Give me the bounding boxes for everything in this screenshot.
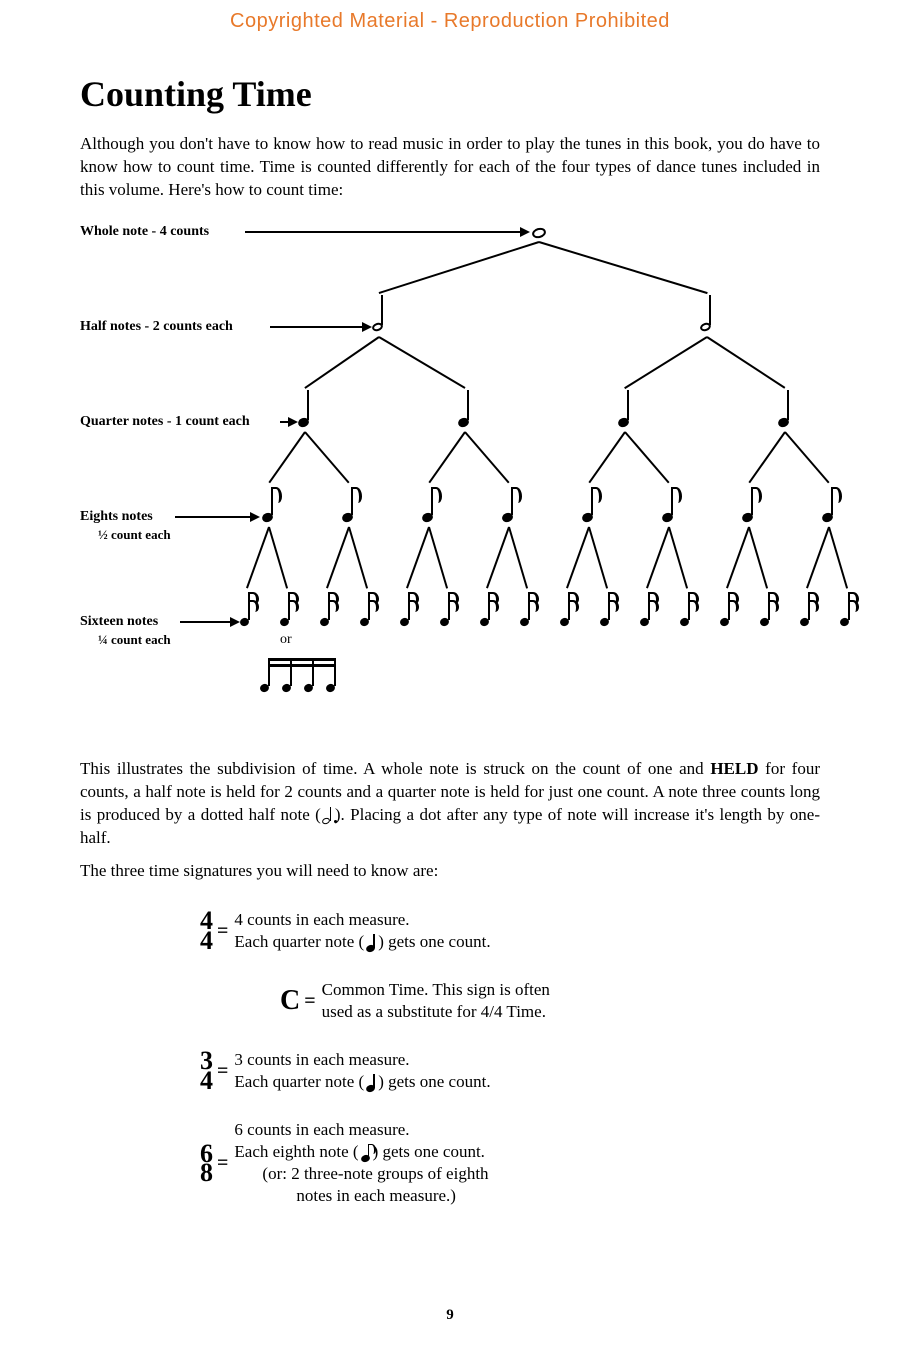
tree-branch [706, 336, 785, 389]
tree-branch [784, 431, 830, 483]
tree-branch [428, 431, 466, 483]
tree-branch [624, 336, 707, 389]
tree-branch [748, 431, 786, 483]
eighth-note-icon [359, 1144, 373, 1162]
tree-branch [464, 431, 510, 483]
arrow-line [270, 326, 362, 328]
equals-sign: = [217, 1150, 228, 1176]
arrow-head-icon [520, 227, 530, 237]
tree-branch [726, 526, 750, 588]
time-signature-entry: 68=6 counts in each measure.Each eighth … [200, 1119, 820, 1207]
tree-branch [624, 431, 670, 483]
page-number: 9 [0, 1307, 900, 1324]
time-signature-symbol: 34 [200, 1051, 213, 1090]
tree-branch [508, 527, 528, 589]
tree-branch [668, 527, 688, 589]
tree-branch [539, 241, 708, 294]
tree-row-label: Sixteen notes [80, 614, 158, 630]
time-signature-entry: 44=4 counts in each measure.Each quarter… [200, 909, 820, 953]
intro-paragraph: Although you don't have to know how to r… [80, 133, 820, 202]
tree-branch [588, 527, 608, 589]
time-signature-symbol: 44 [200, 911, 213, 950]
tree-branch [379, 241, 540, 294]
tree-branch [748, 527, 768, 589]
tree-branch [566, 526, 590, 588]
time-signatures-list: 44=4 counts in each measure.Each quarter… [80, 909, 820, 1208]
quarter-note-icon [364, 934, 378, 952]
copyright-banner: Copyrighted Material - Reproduction Proh… [0, 0, 900, 33]
sig-description: 3 counts in each measure.Each quarter no… [234, 1049, 490, 1093]
arrow-head-icon [362, 322, 372, 332]
page-content: Counting Time Although you don't have to… [0, 33, 900, 1253]
arrow-head-icon [250, 512, 260, 522]
tree-branch [646, 526, 670, 588]
tree-branch [486, 526, 510, 588]
arrow-line [180, 621, 230, 623]
tree-branch [304, 336, 379, 389]
time-signature-entry: C= Common Time. This sign is oftenused as… [280, 979, 820, 1023]
time-signature-entry: 34=3 counts in each measure.Each quarter… [200, 1049, 820, 1093]
timesig-intro: The three time signatures you will need … [80, 860, 820, 883]
arrow-head-icon [230, 617, 240, 627]
tree-branch [326, 526, 350, 588]
note-tree-diagram: Whole note - 4 countsHalf notes - 2 coun… [80, 228, 820, 738]
tree-branch [588, 431, 626, 483]
tree-row-label: Half notes - 2 counts each [80, 319, 233, 335]
quarter-note-icon [364, 1074, 378, 1092]
tree-row-sublabel: ½ count each [98, 527, 171, 543]
tree-row-label: Eights notes [80, 509, 153, 525]
sig-description: 6 counts in each measure.Each eighth not… [234, 1119, 488, 1207]
tree-row-label: Quarter notes - 1 count each [80, 414, 250, 430]
tree-branch [268, 431, 306, 483]
tree-branch [406, 526, 430, 588]
arrow-line [245, 231, 520, 233]
arrow-line [280, 421, 288, 423]
tree-branch [348, 527, 368, 589]
tree-branch [304, 431, 350, 483]
tree-row-label: Whole note - 4 counts [80, 224, 209, 240]
sig-description: 4 counts in each measure.Each quarter no… [234, 909, 490, 953]
common-time-symbol: C [280, 983, 300, 1019]
tree-branch [828, 527, 848, 589]
tree-branch [246, 526, 270, 588]
equals-sign: = [217, 1058, 228, 1084]
dotted-half-note-icon [321, 807, 335, 825]
subdivision-paragraph: This illustrates the subdivision of time… [80, 758, 820, 850]
page-title: Counting Time [80, 73, 820, 115]
tree-row-sublabel: ¼ count each [98, 632, 171, 648]
or-label: or [280, 632, 292, 648]
equals-sign: = [304, 988, 315, 1014]
tree-branch [806, 526, 830, 588]
tree-branch [378, 336, 465, 389]
time-signature-symbol: 68 [200, 1144, 213, 1183]
arrow-head-icon [288, 417, 298, 427]
tree-branch [428, 527, 448, 589]
sig-description: Common Time. This sign is oftenused as a… [322, 979, 550, 1023]
arrow-line [175, 516, 250, 518]
tree-branch [268, 527, 288, 589]
equals-sign: = [217, 918, 228, 944]
